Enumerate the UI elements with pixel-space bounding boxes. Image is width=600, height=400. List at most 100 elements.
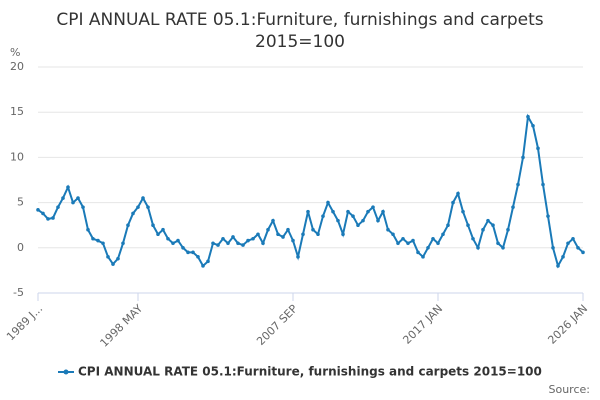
data-point (196, 255, 200, 259)
data-point (91, 236, 95, 241)
data-point (441, 232, 445, 237)
data-point (236, 241, 240, 246)
data-point (76, 196, 80, 200)
data-point (121, 241, 125, 246)
x-tick-label: 2026 JAN (545, 302, 590, 347)
data-point (556, 264, 560, 268)
data-point (156, 232, 160, 237)
data-point (166, 236, 170, 241)
data-point (571, 236, 575, 241)
data-point (366, 209, 370, 214)
data-point (476, 246, 480, 250)
data-point (391, 232, 395, 237)
data-point (151, 223, 155, 227)
legend-label: CPI ANNUAL RATE 05.1:Furniture, furnishi… (78, 365, 542, 379)
data-point (421, 255, 425, 259)
data-point (416, 250, 420, 255)
data-point (311, 227, 315, 232)
y-tick-label: 10 (10, 150, 24, 163)
data-point (56, 205, 60, 209)
data-point (81, 205, 85, 209)
data-point (356, 223, 360, 227)
series-line (37, 113, 584, 269)
data-point (551, 246, 555, 250)
chart-title: CPI ANNUAL RATE 05.1:Furniture, furnishi… (56, 10, 543, 30)
data-point (261, 241, 265, 246)
data-point (501, 246, 505, 250)
chart-subtitle: 2015=100 (255, 32, 345, 52)
data-point (186, 250, 190, 255)
data-point (491, 223, 495, 227)
data-point (161, 227, 165, 232)
legend-marker (63, 369, 69, 375)
data-point (66, 185, 70, 190)
data-point (371, 205, 375, 209)
data-point (201, 264, 205, 268)
data-point (51, 216, 55, 220)
x-tick-label: 2007 SEP (254, 302, 300, 348)
data-point (111, 262, 115, 266)
data-point (211, 241, 215, 246)
data-point (301, 232, 305, 237)
data-point (386, 227, 390, 232)
data-point (61, 196, 65, 200)
y-tick-label: 20 (10, 60, 24, 73)
data-point (281, 235, 285, 239)
y-tick-label: 15 (10, 105, 24, 118)
data-point (246, 238, 250, 243)
data-point (446, 223, 450, 227)
data-point (406, 241, 410, 246)
data-point (316, 232, 320, 237)
data-point (376, 218, 380, 223)
data-point (471, 236, 475, 241)
data-point (106, 255, 110, 259)
data-point (296, 255, 300, 259)
data-point (531, 123, 535, 128)
data-point (96, 238, 100, 243)
data-point (436, 241, 440, 246)
data-point (576, 246, 580, 250)
data-point (181, 246, 185, 250)
y-axis-label: % (10, 46, 20, 59)
data-point (521, 155, 525, 160)
data-point (231, 235, 235, 239)
data-point (361, 218, 365, 223)
data-point (381, 209, 385, 214)
data-point (266, 227, 270, 232)
y-tick-label: -5 (13, 286, 24, 299)
data-point (221, 236, 225, 241)
y-tick-label: 0 (17, 241, 24, 254)
data-point (321, 214, 325, 218)
data-point (451, 200, 455, 205)
data-point (141, 196, 145, 200)
data-point (136, 205, 140, 209)
data-point (411, 238, 415, 243)
y-tick-label: 5 (17, 196, 24, 209)
data-point (36, 208, 40, 212)
data-point (271, 218, 275, 223)
data-point (456, 191, 460, 196)
data-point (116, 256, 120, 261)
data-point (331, 209, 335, 214)
data-point (511, 205, 515, 209)
data-point (336, 218, 340, 223)
data-point (326, 200, 330, 205)
data-point (566, 241, 570, 246)
data-point (486, 218, 490, 223)
data-point (126, 223, 130, 227)
data-point (351, 214, 355, 218)
data-point (581, 250, 585, 255)
x-tick-label: 2017 JAN (400, 302, 445, 347)
data-point (396, 241, 400, 246)
data-point (561, 255, 565, 259)
data-point (41, 211, 45, 216)
data-point (256, 232, 260, 237)
data-point (306, 209, 310, 214)
data-point (276, 232, 280, 237)
source: Source: (549, 383, 591, 396)
data-point (46, 217, 50, 221)
data-point (226, 241, 230, 246)
data-point (541, 182, 545, 187)
data-point (426, 246, 430, 250)
